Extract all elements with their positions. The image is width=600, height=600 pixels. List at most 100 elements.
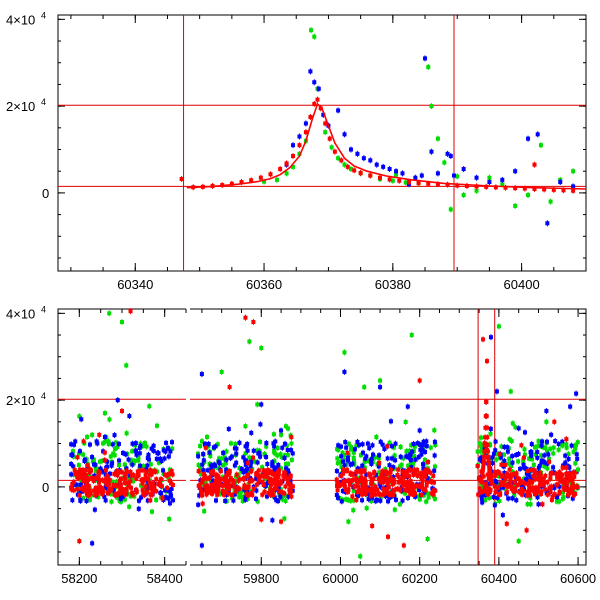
data-point [548, 488, 553, 495]
data-point [264, 453, 269, 460]
data-point [284, 160, 289, 167]
data-point [383, 476, 388, 483]
data-point [84, 497, 89, 504]
x-tick-label: 58400 [147, 571, 183, 586]
data-point [199, 438, 204, 445]
data-point [196, 453, 201, 460]
data-point [272, 443, 277, 450]
data-point [71, 487, 76, 494]
data-point [368, 157, 373, 164]
data-point [75, 454, 80, 461]
y-tick-label: 4×10 [6, 306, 35, 321]
data-point [372, 469, 377, 476]
data-point [105, 458, 110, 465]
data-point [505, 448, 510, 455]
data-point [493, 489, 498, 496]
data-point [249, 458, 254, 465]
data-point [234, 445, 239, 452]
data-point [361, 155, 366, 162]
data-point [166, 495, 171, 502]
data-point [426, 467, 431, 474]
data-point [247, 454, 252, 461]
data-point [85, 462, 90, 469]
data-point [260, 491, 265, 498]
outlier-point [362, 384, 367, 391]
data-point [209, 481, 214, 488]
outlier-point [124, 362, 129, 369]
data-point [428, 444, 433, 451]
outlier-point [132, 457, 137, 464]
data-point [509, 438, 514, 445]
data-point [278, 493, 283, 500]
data-point [507, 436, 512, 443]
data-point [377, 452, 382, 459]
data-point [122, 461, 127, 468]
data-point [569, 484, 574, 491]
x-tick-label: 58200 [61, 571, 97, 586]
data-point [142, 492, 147, 499]
x-tick-label: 60380 [375, 277, 411, 292]
data-point [525, 501, 530, 508]
data-point [398, 453, 403, 460]
data-point [121, 449, 126, 456]
data-point [136, 497, 141, 504]
data-point [339, 453, 344, 460]
data-point [346, 457, 351, 464]
data-point [432, 427, 437, 434]
data-point [88, 466, 93, 473]
data-point [542, 459, 547, 466]
data-point [226, 478, 231, 485]
data-point [166, 453, 171, 460]
data-point [71, 441, 76, 448]
outlier-point [378, 384, 383, 391]
data-point [72, 467, 77, 474]
data-point [114, 467, 119, 474]
data-point [102, 449, 107, 456]
data-point [101, 440, 106, 447]
data-point [504, 489, 509, 496]
data-point [503, 184, 508, 191]
data-point [424, 498, 429, 505]
data-point [391, 464, 396, 471]
data-point [543, 486, 548, 493]
data-point [542, 452, 547, 459]
data-point [111, 450, 116, 457]
data-point [167, 516, 172, 523]
data-point [358, 452, 363, 459]
data-point [217, 475, 222, 482]
data-point [223, 489, 228, 496]
data-point [87, 496, 92, 503]
outlier-point [500, 512, 505, 519]
data-point [561, 494, 566, 501]
data-point [278, 480, 283, 487]
data-point [118, 495, 123, 502]
data-point [159, 490, 164, 497]
data-point [76, 462, 81, 469]
data-point [275, 452, 280, 459]
data-point [103, 497, 108, 504]
data-point [382, 490, 387, 497]
data-point [270, 517, 275, 524]
data-point [367, 445, 372, 452]
data-point [370, 480, 375, 487]
data-point [147, 403, 152, 410]
data-point [265, 461, 270, 468]
data-point [526, 192, 531, 199]
data-point [200, 500, 205, 507]
data-point [257, 450, 262, 457]
outlier-point [425, 535, 430, 542]
data-point [423, 55, 428, 62]
data-point [134, 489, 139, 496]
data-point [205, 433, 210, 440]
data-point [404, 453, 409, 460]
data-point [514, 497, 519, 504]
data-point [148, 497, 153, 504]
data-point [514, 470, 519, 477]
outlier-point [568, 403, 573, 410]
data-point [513, 185, 518, 192]
data-point [398, 443, 403, 450]
data-point [529, 441, 534, 448]
data-point [432, 467, 437, 474]
data-point [408, 452, 413, 459]
data-point [348, 146, 353, 153]
